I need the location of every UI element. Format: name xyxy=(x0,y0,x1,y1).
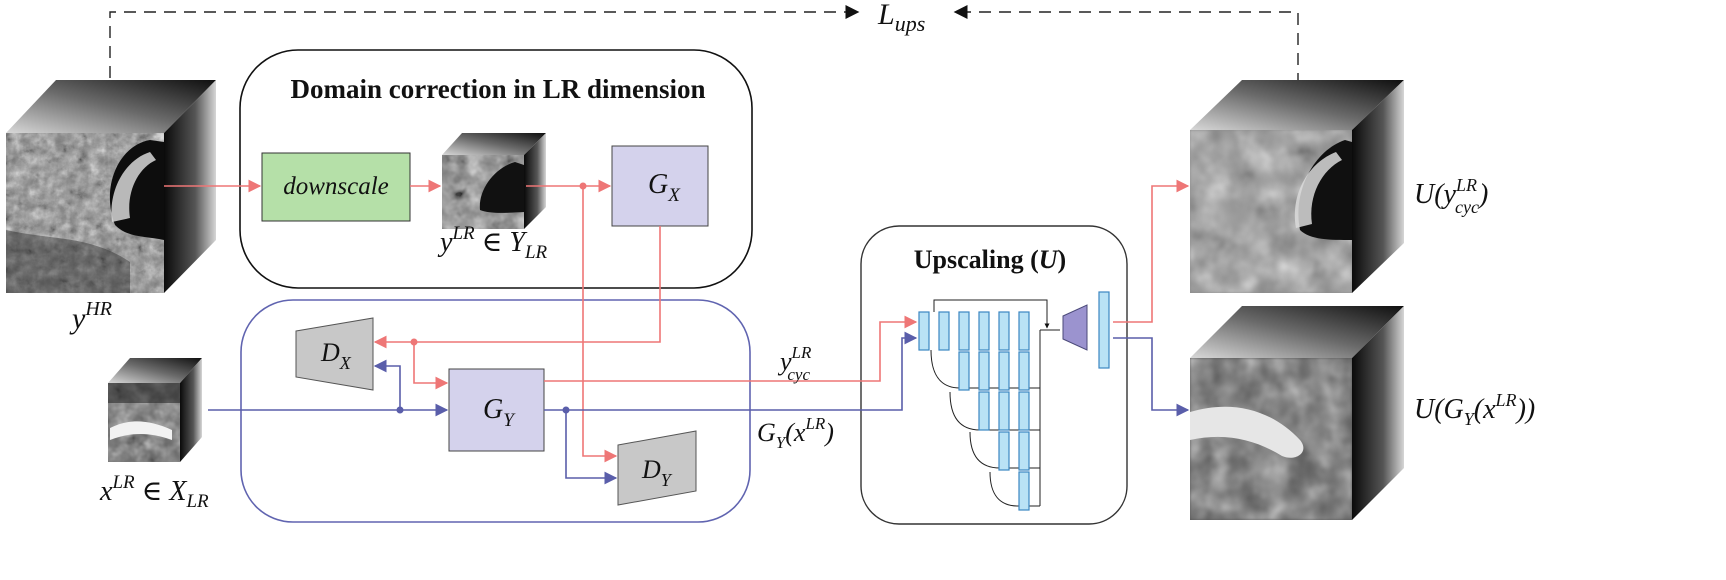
red-arrow-paths xyxy=(164,179,1190,463)
domain-correction-box xyxy=(239,49,753,289)
trapezoid-icon xyxy=(295,317,374,391)
x-lr-label: xLR ∈ XLR xyxy=(99,472,209,512)
blue-junction-dots xyxy=(396,406,570,414)
u-gy-label: U(GY(xLR)) xyxy=(1414,390,1535,429)
generator-gx xyxy=(611,145,709,227)
domain-correction-title: Domain correction in LR dimension xyxy=(290,74,705,104)
ups-loss-label: Lups xyxy=(877,0,925,36)
u-ycyc-label: U(yLR cyc) xyxy=(1414,175,1488,217)
discriminator-dy-label: DY xyxy=(641,455,673,490)
upscaling-title: Upscaling (U) xyxy=(914,245,1066,274)
y-lr-label: yLR ∈ YLR xyxy=(437,223,548,263)
y-hr-label: yHR xyxy=(69,298,112,335)
gy-x-label: GY(xLR) xyxy=(757,414,834,452)
downscale-block xyxy=(261,152,411,222)
generator-gy-label: GY xyxy=(483,394,516,431)
mri-volume-icon xyxy=(1190,306,1404,520)
y-cyc-label: yLR cyc xyxy=(777,343,812,384)
red-junction-dots xyxy=(410,182,587,346)
mri-volume-icon xyxy=(442,133,546,229)
generator-gy xyxy=(448,368,545,452)
mri-volume-icon xyxy=(6,80,216,293)
downscale-label: downscale xyxy=(283,173,389,200)
unet-network-icon xyxy=(918,291,1110,511)
generator-gx-label: GX xyxy=(648,169,681,206)
ups-loss-dashed-path xyxy=(109,5,1299,105)
mri-volume-icon xyxy=(108,358,202,462)
cycle-gan-box xyxy=(240,299,751,523)
blue-arrow-paths xyxy=(208,331,1190,485)
discriminator-dx-label: DX xyxy=(320,338,352,373)
trapezoid-icon xyxy=(617,430,697,506)
mri-volume-icon xyxy=(1190,80,1404,293)
upscaling-box xyxy=(860,225,1128,525)
